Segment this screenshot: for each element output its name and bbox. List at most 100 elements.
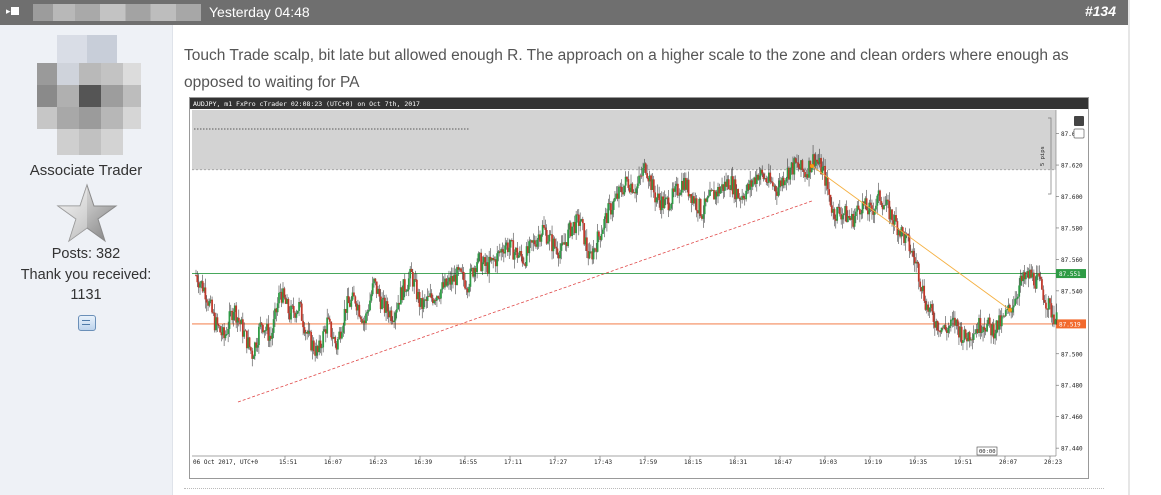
candle-body [263,330,266,333]
candle-body [881,205,884,210]
candle-body [1002,315,1005,317]
candle-body [196,275,199,283]
candle-body [244,330,247,332]
candle-body [701,215,703,219]
zone-range-bracket [1048,117,1052,195]
candle-body [777,187,780,196]
candle-body [545,230,548,244]
candle-body [283,288,286,298]
candle-body [971,339,974,341]
candle-body [493,259,496,261]
candle-body [987,317,990,324]
candle-body [247,337,250,349]
candle-body [1046,308,1049,310]
author-sidebar: Associate Trader Posts: 382 Thank you re… [0,25,173,495]
candle-body [983,326,986,330]
candle-body [358,304,361,317]
candle-body [729,189,731,190]
candle-body [1031,272,1034,278]
post-number-link[interactable]: #134 [1084,3,1116,19]
candle-body [418,291,421,307]
candle-body [753,177,756,183]
candle-body [745,190,748,200]
candle-body [525,246,528,267]
avatar[interactable] [17,35,157,165]
candle-body [836,206,839,221]
candle-body [750,180,753,187]
candle-body [857,205,860,210]
candle-body [1003,315,1006,317]
candle-body [853,215,856,227]
candle-body [964,329,967,338]
candle-body [889,209,892,220]
candle-body [229,310,232,312]
candle-body [683,177,686,190]
candle-body [377,288,379,294]
candle-body [664,197,667,200]
trade-path-line [811,165,1011,311]
username-blurred[interactable] [33,4,201,21]
candle-body [485,262,488,266]
candle-body [1008,304,1011,309]
candle-body [711,190,714,191]
candle-body [697,210,699,214]
candle-body [875,205,877,210]
candle-body [216,317,219,325]
private-message-icon[interactable] [78,315,96,331]
candle-body [627,179,630,188]
candle-body [476,262,478,273]
candle-body [887,199,889,201]
candle-body [500,249,503,253]
candle-body [995,320,998,334]
candle-body [832,209,835,213]
candle-body [818,157,821,164]
candle-body [270,335,272,339]
candle-body [1016,296,1019,299]
candle-body [591,251,594,260]
candle-body [203,287,205,292]
candle-body [666,197,669,199]
candle-body [201,281,204,292]
candle-body [988,317,991,325]
candle-body [548,234,551,242]
candle-body [481,262,484,271]
candle-body [808,160,810,178]
candle-body [821,166,824,175]
candle-body [638,175,640,184]
y-tick-label: 87.440 [1061,446,1083,453]
candle-body [415,279,418,300]
candle-body [375,281,378,294]
candle-body [1011,307,1014,313]
candle-body [781,177,784,187]
candle-body [581,219,584,224]
candle-body [580,219,583,222]
candle-body [920,287,923,292]
candle-body [802,170,805,172]
x-tick-label: 17:59 [639,459,657,466]
orange-price-label: 87.519 [1059,321,1081,328]
candle-body [864,198,867,206]
candle-body [974,333,976,335]
candle-body [197,282,200,288]
candle-body [240,319,243,325]
candle-body [970,339,972,341]
candle-body [577,214,580,226]
candle-body [755,174,758,184]
candle-body [671,188,674,205]
candle-body [865,198,868,211]
candle-body [256,345,259,348]
candle-body [722,184,725,191]
candle-body [331,337,334,339]
candle-body [505,242,508,246]
candle-body [751,182,754,187]
candle-body [842,213,845,216]
thanks-count: 1131 [70,287,102,303]
candle-body [417,291,420,300]
candle-body [959,326,962,338]
candle-body [300,303,303,321]
candle-body [817,161,820,164]
candle-body [425,299,428,301]
candle-body [584,237,587,245]
candle-body [1030,269,1033,278]
candle-body [986,323,988,332]
